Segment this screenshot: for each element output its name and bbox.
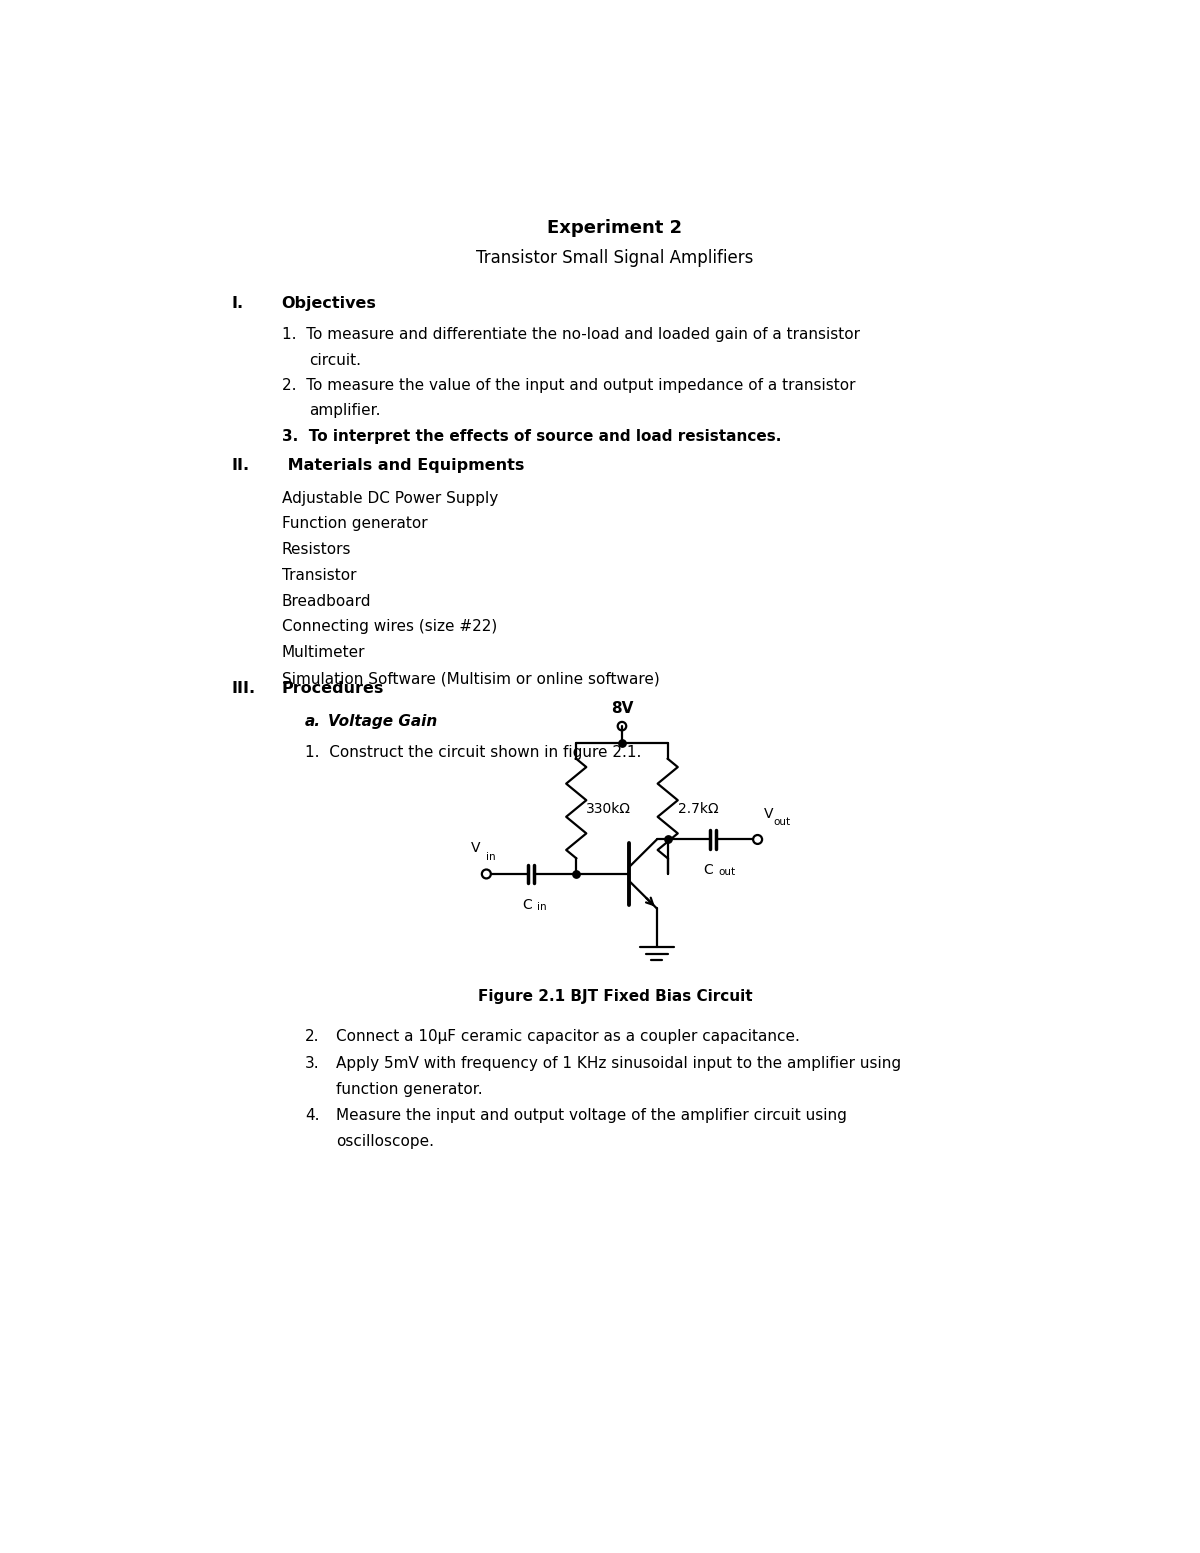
Text: Measure the input and output voltage of the amplifier circuit using: Measure the input and output voltage of …: [336, 1107, 847, 1123]
Text: circuit.: circuit.: [308, 353, 361, 368]
Text: Apply 5mV with frequency of 1 KHz sinusoidal input to the amplifier using: Apply 5mV with frequency of 1 KHz sinuso…: [336, 1056, 901, 1070]
Text: Materials and Equipments: Materials and Equipments: [282, 458, 524, 474]
Text: II.: II.: [232, 458, 250, 474]
Text: Connecting wires (size #22): Connecting wires (size #22): [282, 620, 497, 635]
Text: Figure 2.1 BJT Fixed Bias Circuit: Figure 2.1 BJT Fixed Bias Circuit: [478, 989, 752, 1005]
Text: a.: a.: [305, 714, 322, 728]
Text: Transistor: Transistor: [282, 568, 356, 582]
Text: 2.: 2.: [305, 1030, 319, 1044]
Text: oscilloscope.: oscilloscope.: [336, 1134, 434, 1149]
Text: 3.: 3.: [305, 1056, 319, 1070]
Point: [612, 730, 631, 755]
Text: C: C: [703, 863, 713, 877]
Text: Adjustable DC Power Supply: Adjustable DC Power Supply: [282, 491, 498, 506]
Text: III.: III.: [232, 682, 256, 696]
Text: in: in: [486, 851, 496, 862]
Text: out: out: [718, 867, 736, 877]
Text: V: V: [763, 808, 773, 822]
Text: 4.: 4.: [305, 1107, 319, 1123]
Text: I.: I.: [232, 297, 244, 312]
Text: 3.  To interpret the effects of source and load resistances.: 3. To interpret the effects of source an…: [282, 429, 781, 444]
Text: Connect a 10μF ceramic capacitor as a coupler capacitance.: Connect a 10μF ceramic capacitor as a co…: [336, 1030, 800, 1044]
Text: 2.  To measure the value of the input and output impedance of a transistor: 2. To measure the value of the input and…: [282, 377, 856, 393]
Text: Experiment 2: Experiment 2: [547, 219, 683, 238]
Text: V: V: [470, 842, 480, 856]
Text: Breadboard: Breadboard: [282, 593, 371, 609]
Text: in: in: [536, 902, 546, 912]
Text: Procedures: Procedures: [282, 682, 384, 696]
Text: amplifier.: amplifier.: [308, 404, 380, 418]
Point: [658, 828, 677, 853]
Text: Resistors: Resistors: [282, 542, 352, 558]
Text: 8V: 8V: [611, 700, 634, 716]
Text: out: out: [774, 817, 791, 828]
Text: Simulation Software (Multisim or online software): Simulation Software (Multisim or online …: [282, 671, 660, 686]
Text: Transistor Small Signal Amplifiers: Transistor Small Signal Amplifiers: [476, 248, 754, 267]
Point: [566, 862, 586, 887]
Text: 1.  To measure and differentiate the no-load and loaded gain of a transistor: 1. To measure and differentiate the no-l…: [282, 328, 859, 342]
Text: 2.7kΩ: 2.7kΩ: [678, 801, 719, 815]
Text: 1.  Construct the circuit shown in figure 2.1.: 1. Construct the circuit shown in figure…: [305, 744, 641, 759]
Text: function generator.: function generator.: [336, 1082, 482, 1096]
Text: Multimeter: Multimeter: [282, 646, 365, 660]
Text: 330kΩ: 330kΩ: [587, 801, 631, 815]
Text: Function generator: Function generator: [282, 516, 427, 531]
Text: Objectives: Objectives: [282, 297, 377, 312]
Text: Voltage Gain: Voltage Gain: [329, 714, 438, 728]
Text: C: C: [522, 898, 532, 912]
